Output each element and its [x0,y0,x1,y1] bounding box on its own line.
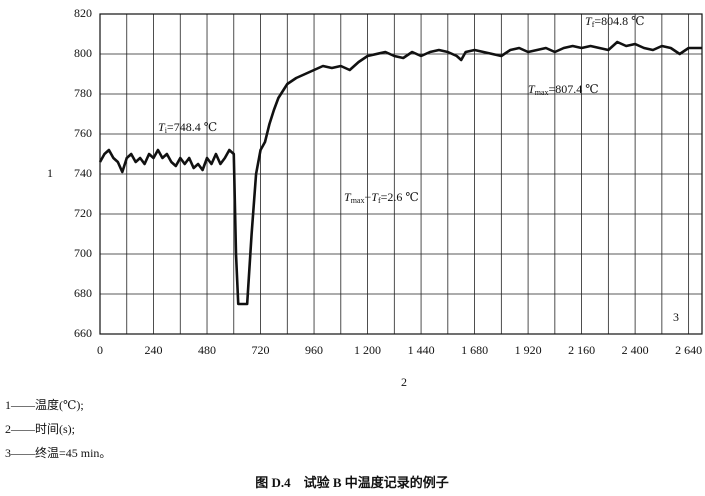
y-tick-label: 720 [74,206,92,220]
annotation-part: T [371,190,379,204]
x-tick-label: 0 [97,343,103,357]
line-series [98,40,702,306]
annotation-part: T [585,14,593,28]
annotation: Ti=748.4 ℃ [158,120,217,135]
x-tick-label: 1 920 [515,343,542,357]
y-axis-label: 1 [47,166,53,180]
y-tick-label: 680 [74,286,92,300]
annotation-part: f [378,196,381,205]
annotation-part: max [535,88,549,97]
annotation-part: T [344,190,352,204]
y-tick-label: 800 [74,46,92,60]
annotation: Tf=804.8 ℃ [585,14,645,29]
note: 1——温度(℃); [5,397,84,412]
x-tick-label: 1 200 [354,343,381,357]
x-tick-label: 480 [198,343,216,357]
x-tick-label: 720 [252,343,270,357]
plot-frame [99,13,703,335]
note: 2——时间(s); [5,422,75,436]
x-tick-label: 2 400 [622,343,649,357]
marker-label: 3 [673,310,679,324]
caption: 图 D.4 试验 B 中温度记录的例子 [255,475,449,490]
annotation-part: max [351,196,365,205]
x-tick-label: 2 160 [568,343,595,357]
annotation-part: f [592,20,595,29]
y-tick-label: 660 [74,326,92,340]
annotation-part: i [165,126,168,135]
y-tick-label: 760 [74,126,92,140]
annotation-part: T [158,120,166,134]
annotation-part: =2.6 ℃ [381,190,419,204]
y-tick-label: 740 [74,166,92,180]
x-tick-label: 240 [145,343,163,357]
annotation-part: =748.4 ℃ [167,120,217,134]
annotation-part: =804.8 ℃ [594,14,644,28]
annotation: Tmax−Tf=2.6 ℃ [344,190,419,205]
y-tick-label: 700 [74,246,92,260]
x-tick-label: 1 680 [461,343,488,357]
y-tick-label: 780 [74,86,92,100]
annotation-part: − [364,190,371,204]
annotation-part: =807.4 ℃ [548,82,598,96]
annotation-part: T [528,82,536,96]
x-axis-label: 2 [401,375,407,389]
x-tick-label: 1 440 [408,343,435,357]
y-tick-label: 820 [74,6,92,20]
annotation: Tmax=807.4 ℃ [528,82,599,97]
x-tick-label: 2 640 [675,343,702,357]
x-tick-label: 960 [305,343,323,357]
note: 3——终温=45 min。 [5,445,111,460]
